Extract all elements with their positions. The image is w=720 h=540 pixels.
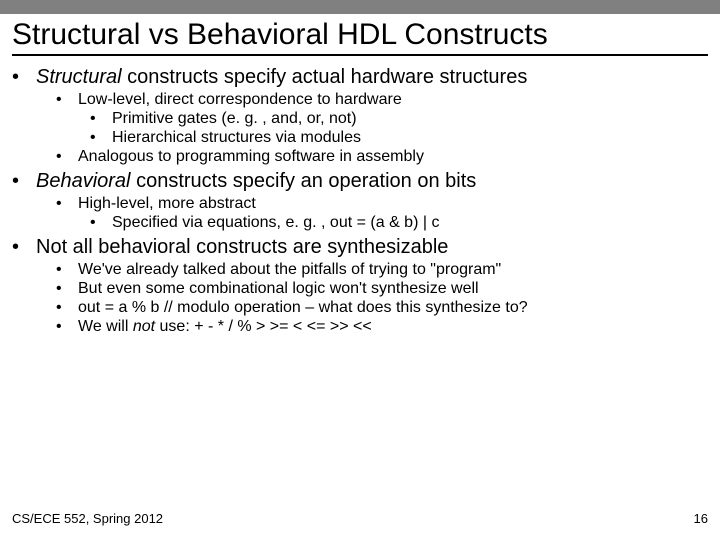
bullet-3c-text: out = a % b // modulo operation – what d… [78,299,528,317]
bullet-icon: • [12,170,36,193]
bullet-3d-not: not [133,318,155,335]
bullet-icon: • [56,299,78,317]
slide-content: • Structural constructs specify actual h… [0,66,720,336]
title-rule [12,54,708,56]
bullet-icon: • [56,318,78,336]
bullet-2a: • High-level, more abstract [56,195,708,213]
bullet-icon: • [90,110,112,128]
top-bar [0,0,720,14]
bullet-icon: • [56,148,78,166]
bullet-2a1: • Specified via equations, e. g. , out =… [90,214,708,232]
bullet-3a-text: We've already talked about the pitfalls … [78,261,501,279]
bullet-icon: • [56,91,78,109]
bullet-icon: • [12,236,36,259]
bullet-2-emph: Behavioral [36,170,131,192]
footer: CS/ECE 552, Spring 2012 16 [12,511,708,526]
bullet-icon: • [90,129,112,147]
bullet-1: • Structural constructs specify actual h… [12,66,708,89]
bullet-1a-text: Low-level, direct correspondence to hard… [78,91,402,109]
bullet-3b: • But even some combinational logic won'… [56,280,708,298]
bullet-1a2: • Hierarchical structures via modules [90,129,708,147]
bullet-2a1-text: Specified via equations, e. g. , out = (… [112,214,439,232]
bullet-icon: • [90,214,112,232]
bullet-icon: • [12,66,36,89]
bullet-3d-pre: We will [78,318,133,335]
bullet-3-text: Not all behavioral constructs are synthe… [36,236,708,259]
bullet-3b-text: But even some combinational logic won't … [78,280,479,298]
bullet-list: • Structural constructs specify actual h… [12,66,708,336]
bullet-1a: • Low-level, direct correspondence to ha… [56,91,708,109]
bullet-1-rest: constructs specify actual hardware struc… [122,66,528,88]
bullet-2-rest: constructs specify an operation on bits [131,170,477,192]
bullet-1b: • Analogous to programming software in a… [56,148,708,166]
footer-left: CS/ECE 552, Spring 2012 [12,511,163,526]
bullet-3d: • We will not use: + - * / % > >= < <= >… [56,318,708,336]
bullet-1a1-text: Primitive gates (e. g. , and, or, not) [112,110,357,128]
slide-title: Structural vs Behavioral HDL Constructs [0,14,720,54]
bullet-3: • Not all behavioral constructs are synt… [12,236,708,259]
bullet-1b-text: Analogous to programming software in ass… [78,148,424,166]
bullet-3c: • out = a % b // modulo operation – what… [56,299,708,317]
bullet-3a: • We've already talked about the pitfall… [56,261,708,279]
bullet-1a1: • Primitive gates (e. g. , and, or, not) [90,110,708,128]
bullet-3d-post: use: + - * / % > >= < <= >> << [155,318,372,335]
footer-page-number: 16 [694,511,708,526]
bullet-icon: • [56,261,78,279]
bullet-icon: • [56,195,78,213]
bullet-2a-text: High-level, more abstract [78,195,256,213]
bullet-2: • Behavioral constructs specify an opera… [12,170,708,193]
bullet-1a2-text: Hierarchical structures via modules [112,129,361,147]
bullet-1-emph: Structural [36,66,122,88]
bullet-icon: • [56,280,78,298]
